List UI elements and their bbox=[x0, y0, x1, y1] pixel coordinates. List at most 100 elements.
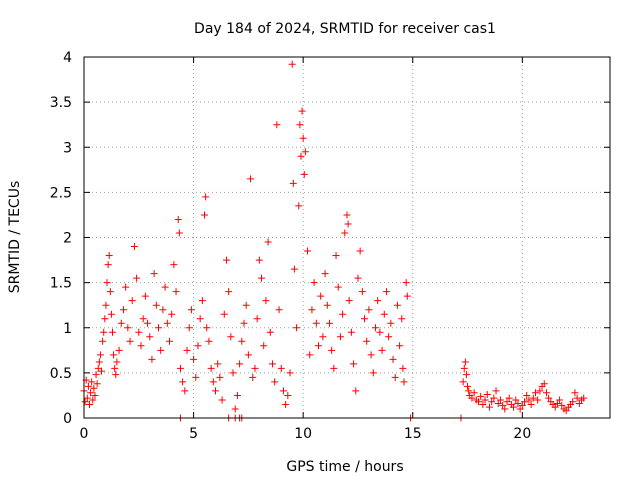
data-point bbox=[297, 152, 305, 160]
data-point bbox=[172, 288, 180, 296]
data-point bbox=[288, 60, 296, 68]
data-point bbox=[464, 382, 472, 390]
data-point bbox=[279, 387, 287, 395]
data-point bbox=[165, 337, 173, 345]
data-point bbox=[512, 396, 520, 404]
y-tick-label: 3 bbox=[63, 140, 72, 156]
data-point bbox=[488, 398, 496, 406]
data-point bbox=[264, 238, 272, 246]
y-tick-label: 2 bbox=[63, 231, 72, 247]
data-point bbox=[459, 378, 467, 386]
data-point bbox=[110, 351, 118, 359]
data-point bbox=[262, 297, 270, 305]
data-point bbox=[350, 360, 358, 368]
data-point bbox=[402, 279, 410, 287]
data-point bbox=[374, 297, 382, 305]
data-point bbox=[289, 179, 297, 187]
data-point bbox=[103, 279, 111, 287]
data-point bbox=[293, 324, 301, 332]
data-point bbox=[286, 369, 294, 377]
data-point bbox=[315, 342, 323, 350]
grid-lines bbox=[84, 57, 610, 418]
data-point bbox=[382, 288, 390, 296]
data-point bbox=[400, 378, 408, 386]
data-point bbox=[470, 389, 478, 397]
data-point bbox=[105, 252, 113, 260]
data-point bbox=[88, 378, 96, 386]
data-point bbox=[531, 389, 539, 397]
data-point bbox=[183, 346, 191, 354]
data-point bbox=[460, 364, 468, 372]
data-point bbox=[295, 202, 303, 210]
data-point bbox=[403, 292, 411, 300]
data-point bbox=[236, 360, 244, 368]
data-point bbox=[273, 121, 281, 129]
data-point bbox=[112, 371, 120, 379]
data-point bbox=[399, 364, 407, 372]
data-point bbox=[152, 301, 160, 309]
chart-title: Day 184 of 2024, SRMTID for receiver cas… bbox=[194, 21, 496, 37]
data-point bbox=[573, 394, 581, 402]
data-point bbox=[101, 315, 109, 323]
data-point bbox=[393, 301, 401, 309]
data-point bbox=[196, 315, 204, 323]
y-tick-label: 1 bbox=[63, 321, 72, 337]
data-point bbox=[529, 394, 537, 402]
data-point bbox=[514, 400, 522, 408]
data-point bbox=[181, 387, 189, 395]
data-point bbox=[108, 328, 116, 336]
data-point bbox=[218, 396, 226, 404]
data-point bbox=[229, 369, 237, 377]
data-point bbox=[571, 389, 579, 397]
data-point bbox=[205, 337, 213, 345]
data-point bbox=[361, 315, 369, 323]
y-tick-label: 2.5 bbox=[50, 185, 72, 201]
data-point bbox=[91, 391, 99, 399]
data-point bbox=[536, 387, 544, 395]
data-point bbox=[312, 319, 320, 327]
data-point bbox=[321, 270, 329, 278]
data-point bbox=[220, 310, 228, 318]
y-tick-label: 0.5 bbox=[50, 366, 72, 382]
data-point bbox=[542, 389, 550, 397]
data-point bbox=[148, 355, 156, 363]
data-point bbox=[479, 400, 487, 408]
data-point bbox=[341, 229, 349, 237]
data-point bbox=[185, 324, 193, 332]
data-point bbox=[481, 396, 489, 404]
data-point bbox=[521, 398, 529, 406]
data-point bbox=[242, 301, 250, 309]
data-point bbox=[317, 292, 325, 300]
data-point bbox=[85, 400, 93, 408]
y-tick-label: 1.5 bbox=[50, 276, 72, 292]
data-point bbox=[534, 396, 542, 404]
data-point bbox=[99, 337, 107, 345]
data-point bbox=[365, 306, 373, 314]
data-point bbox=[233, 391, 241, 399]
data-point bbox=[282, 400, 290, 408]
data-point bbox=[334, 283, 342, 291]
data-point bbox=[216, 373, 224, 381]
data-point bbox=[113, 358, 121, 366]
data-point bbox=[356, 247, 364, 255]
data-point bbox=[354, 274, 362, 282]
data-point bbox=[102, 301, 110, 309]
data-point bbox=[225, 288, 233, 296]
data-point bbox=[345, 297, 353, 305]
data-point bbox=[378, 346, 386, 354]
data-point bbox=[187, 306, 195, 314]
data-point bbox=[396, 342, 404, 350]
data-point bbox=[141, 292, 149, 300]
data-point bbox=[369, 369, 377, 377]
data-point bbox=[328, 346, 336, 354]
data-point bbox=[298, 107, 306, 115]
data-point bbox=[238, 337, 246, 345]
data-point bbox=[461, 358, 469, 366]
data-point bbox=[111, 364, 119, 372]
data-point bbox=[301, 148, 309, 156]
data-point bbox=[260, 342, 268, 350]
data-point bbox=[176, 364, 184, 372]
data-point bbox=[100, 328, 108, 336]
x-tick-label: 15 bbox=[404, 426, 422, 442]
data-point bbox=[556, 396, 564, 404]
